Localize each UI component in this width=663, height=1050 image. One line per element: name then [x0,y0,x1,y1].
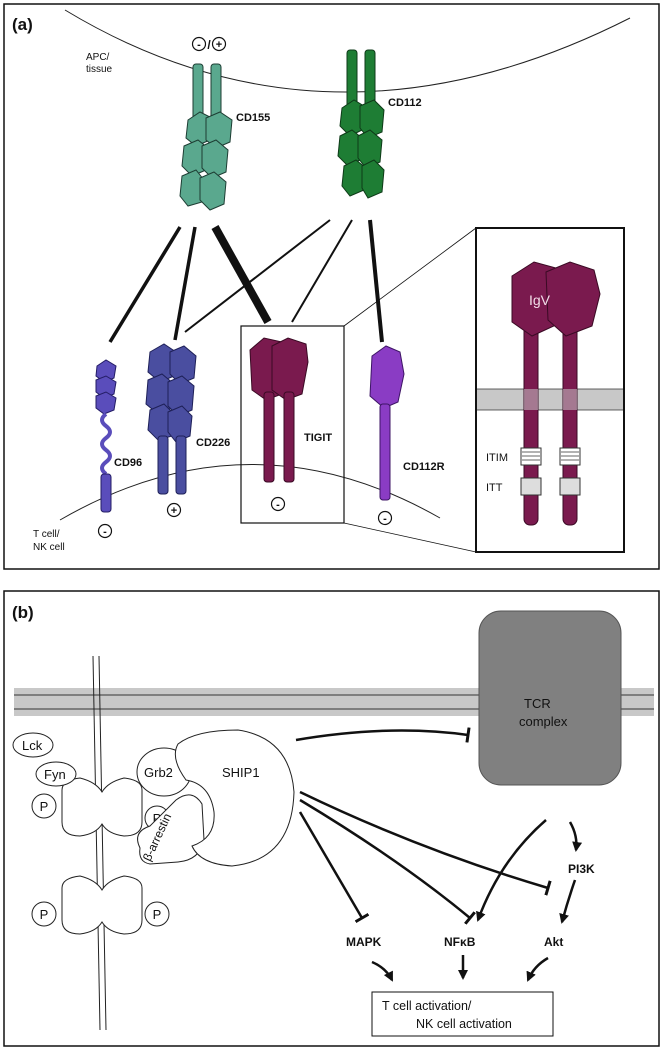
outcome-label-2: NK cell activation [416,1017,512,1031]
ship1-label: SHIP1 [222,765,260,780]
cd226-sign-circle [166,502,182,518]
ship1-inhibits-mapk [298,811,370,924]
panel-a-letter: (a) [12,15,33,34]
p-circle-2 [31,901,57,927]
cd226-protein [145,343,197,495]
cd155-cd96-line [108,226,182,343]
cd112-cd112r-line [368,219,384,343]
panel-a-frame [3,3,660,570]
panel-a: (a) APC/ tissue T cell/ NK cell - / + [3,3,660,570]
cd96-sign: - [103,526,107,538]
fyn-oval [35,761,77,787]
nfkb-label: NFκB [444,935,476,949]
cd112r-label: CD112R [403,461,445,473]
tcell-label: T cell/ [33,529,60,540]
tcr-label-2: complex [519,714,568,729]
tigit-protein [249,337,309,483]
apc-label-2: tissue [86,64,113,75]
signal-arrows [295,727,583,982]
igv-label: IgV [529,292,551,308]
cd112-protein [337,49,385,199]
apc-label: APC/ [86,52,110,63]
tigit-receptor-outline [61,655,143,1031]
cd96-label: CD96 [114,457,142,469]
p-label-3: P [153,907,162,922]
panel-b: (b) TCR complex Lck Fyn P P P [3,590,660,1047]
tigit-label: TIGIT [304,432,332,444]
zoom-line-bottom [343,522,477,553]
cd112-cd226-line [184,219,331,333]
tigit-box [240,325,345,524]
ship1-shape [174,729,295,867]
cd112r-sign: - [383,513,387,525]
akt-label: Akt [544,935,563,949]
cd155-minus-circle [191,36,207,52]
inset-membrane [477,389,623,410]
p-label-2: P [40,907,49,922]
mapk-to-outcome [371,960,394,982]
cd155-plus-circle [211,36,227,52]
itt-label: ITT [486,482,503,494]
cd155-minus: - [197,39,201,51]
tcr-to-nfkb [476,819,547,922]
cd155-cd226-line [173,226,197,341]
tigit-sign: - [276,499,280,511]
tcr-to-pi3k [568,821,583,852]
itim-label: ITIM [486,452,508,464]
tcr-label-1: TCR [524,696,551,711]
cd155-slash: / [207,38,211,52]
panel-b-frame [3,590,660,1047]
cd155-label: CD155 [236,112,270,124]
p-label-1: P [40,799,49,814]
tcr-complex [478,610,622,786]
cd155-tigit-line [211,225,272,324]
lck-oval [12,732,54,758]
ship1-inhibits-nfkb [299,798,476,925]
akt-to-outcome [526,956,549,982]
pi3k-to-akt [559,879,577,924]
pi3k-label: PI3K [568,862,595,876]
cd112r-protein [369,345,405,501]
beta-arrestin-shape [137,794,205,865]
cd226-label: CD226 [196,437,230,449]
grb2-label: Grb2 [144,765,173,780]
p-circle-3 [144,901,170,927]
cd112-label: CD112 [388,97,422,109]
itt-motifs [520,477,581,496]
cd96-sign-circle [97,523,113,539]
outcome-box [371,991,554,1037]
cd96-protein [95,359,117,513]
fyn-label: Fyn [44,767,66,782]
cd112r-sign-circle [377,510,393,526]
p-circle-1 [31,793,57,819]
interaction-lines [108,219,384,343]
inset-tigit [477,261,623,526]
zoom-line-top [343,227,477,327]
lck-label: Lck [22,738,43,753]
outcome-label-1: T cell activation/ [382,999,472,1013]
mapk-label: MAPK [346,935,382,949]
cd155-plus: + [216,39,222,51]
apc-membrane [64,9,631,93]
panel-b-letter: (b) [12,603,34,622]
cd112-tigit-line [291,219,353,323]
tigit-sign-circle [270,496,286,512]
cd226-sign: + [171,505,177,517]
ship1-inhibits-pi3k [299,790,552,896]
cd155-protein [179,63,233,211]
tcell-label-2: NK cell [33,542,65,553]
cd155-sign: - / + [191,36,227,52]
ship1-inhibits-tcr [295,727,471,743]
